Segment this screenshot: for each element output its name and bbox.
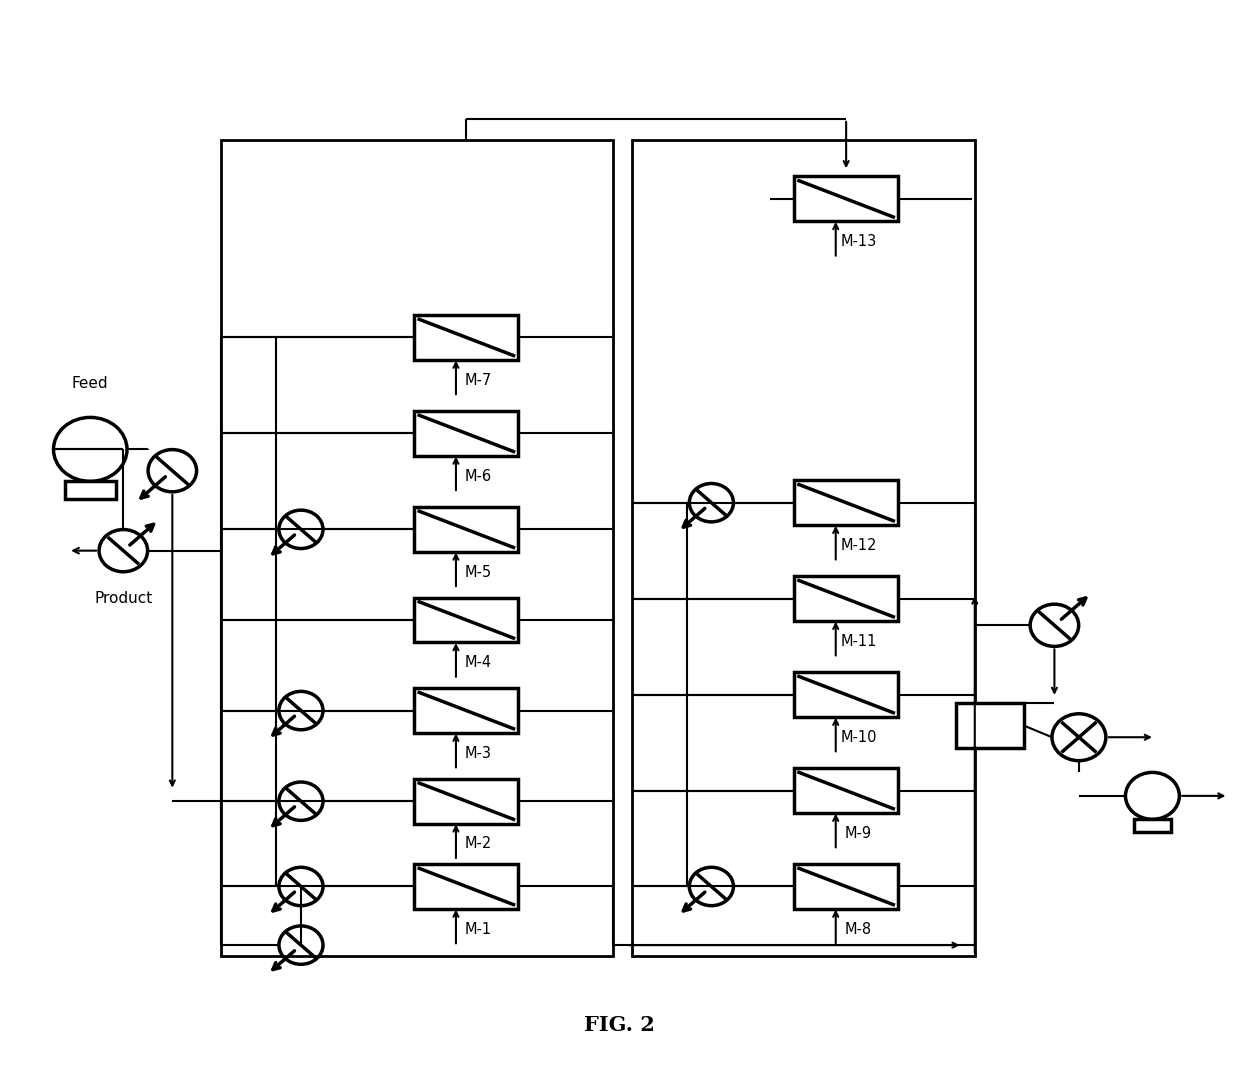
Text: M-8: M-8 (845, 921, 872, 936)
Text: M-10: M-10 (840, 730, 877, 745)
Bar (414, 597, 518, 643)
Bar (222, 140, 613, 956)
Bar (794, 672, 898, 717)
Bar (632, 140, 975, 956)
Bar (414, 315, 518, 360)
Text: M-6: M-6 (465, 469, 492, 484)
Text: M-12: M-12 (840, 538, 877, 553)
Bar (414, 411, 518, 456)
Bar (794, 864, 898, 909)
Bar (414, 507, 518, 552)
Text: M-4: M-4 (465, 656, 492, 670)
Bar (1134, 820, 1171, 833)
Text: M-11: M-11 (840, 634, 876, 649)
Text: M-1: M-1 (465, 921, 492, 936)
Text: FIG. 2: FIG. 2 (584, 1015, 655, 1035)
Text: M-13: M-13 (840, 234, 876, 249)
Text: M-7: M-7 (465, 373, 492, 388)
Bar (414, 779, 518, 824)
Text: Product: Product (94, 591, 152, 606)
Bar (794, 577, 898, 621)
Text: Feed: Feed (72, 376, 109, 391)
Text: M-2: M-2 (465, 836, 492, 851)
Bar (794, 768, 898, 813)
Bar (794, 481, 898, 525)
Text: M-9: M-9 (845, 826, 872, 840)
Text: M-5: M-5 (465, 565, 492, 580)
Text: M-3: M-3 (465, 746, 492, 760)
Bar (794, 176, 898, 221)
Bar (414, 688, 518, 733)
Bar (64, 482, 116, 499)
Bar (414, 864, 518, 909)
Bar (957, 703, 1023, 747)
